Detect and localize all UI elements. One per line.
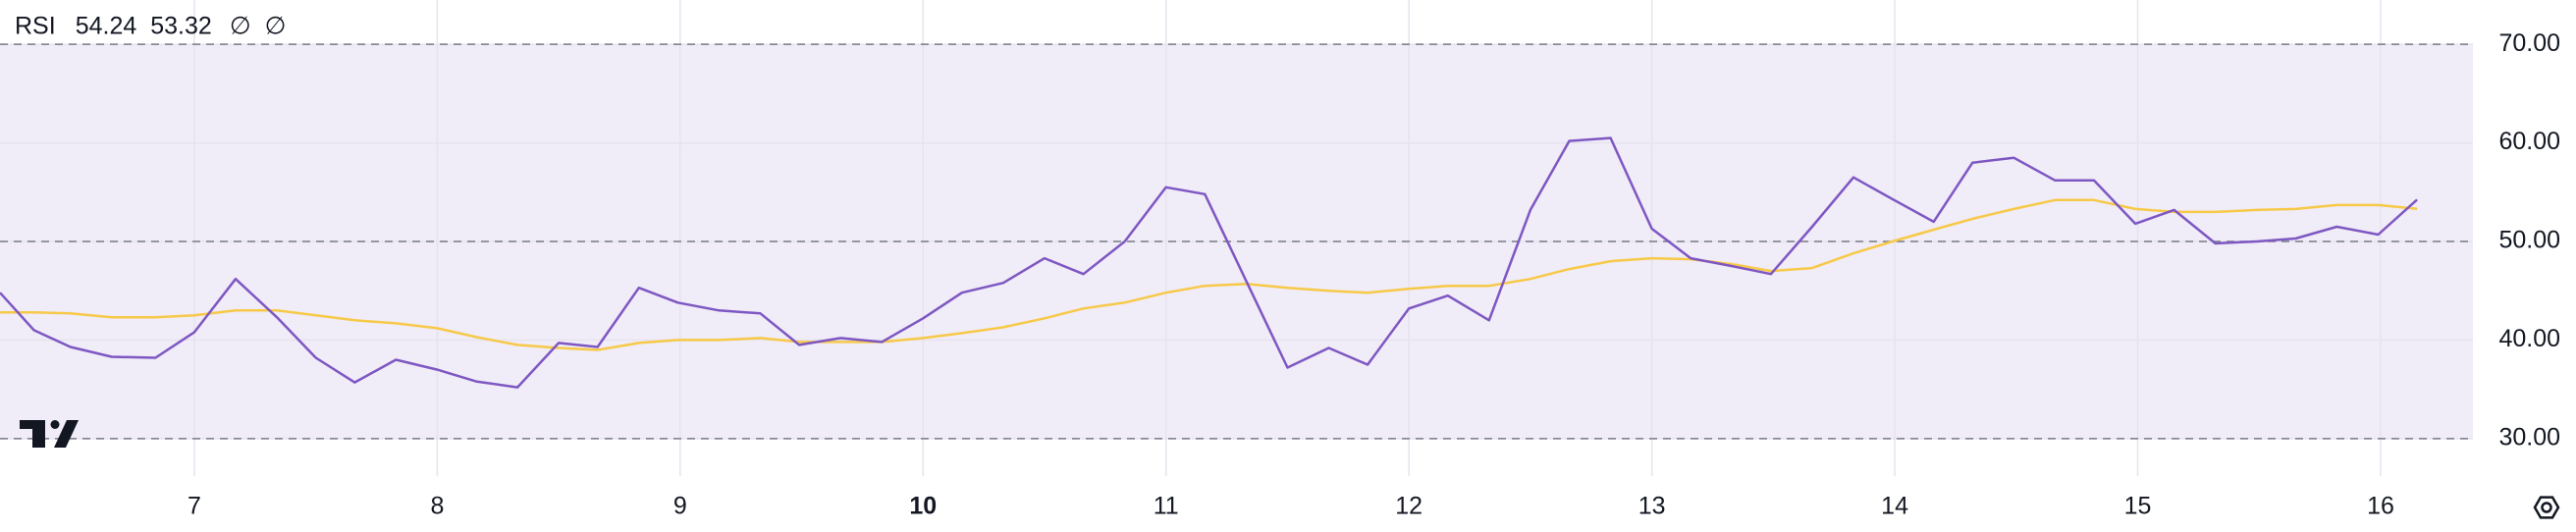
x-tick-label: 9	[673, 493, 687, 520]
x-tick-label: 14	[1881, 493, 1908, 520]
legend-text: RSI	[15, 13, 56, 40]
x-tick-label: 8	[430, 493, 444, 520]
y-tick-label: 60.00	[2498, 128, 2560, 155]
series-line	[0, 136, 2418, 389]
legend-text: ∅	[230, 13, 251, 40]
x-tick-label: 12	[1395, 493, 1422, 520]
x-tick-label: 11	[1154, 493, 1179, 520]
x-tick-label: 13	[1638, 493, 1666, 520]
settings-icon[interactable]	[2533, 496, 2560, 519]
legend-text: 53.32	[150, 13, 212, 40]
x-tick-label: 10	[909, 493, 937, 520]
y-tick-label: 70.00	[2498, 29, 2560, 57]
x-tick-label: 15	[2124, 493, 2152, 520]
y-tick-label: 50.00	[2498, 227, 2560, 254]
legend-text: ∅	[265, 13, 287, 40]
y-tick-label: 30.00	[2498, 423, 2560, 451]
legend-text: 54.24	[76, 13, 137, 40]
x-tick-label: 16	[2367, 493, 2394, 520]
y-tick-label: 40.00	[2498, 325, 2560, 352]
series-line	[0, 198, 2418, 351]
x-tick-label: 7	[188, 493, 201, 520]
tradingview-logo	[20, 420, 79, 448]
